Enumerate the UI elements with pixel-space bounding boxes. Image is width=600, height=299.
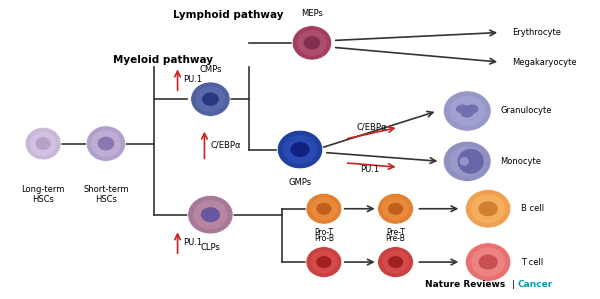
Ellipse shape [466,243,511,281]
Ellipse shape [466,190,511,228]
Text: GMPs: GMPs [289,178,311,187]
Ellipse shape [310,197,337,220]
Ellipse shape [91,130,121,157]
Ellipse shape [277,130,323,169]
Ellipse shape [202,92,219,106]
Text: |: | [512,280,515,289]
Ellipse shape [86,126,125,161]
Text: Nature Reviews: Nature Reviews [425,280,506,289]
Text: Granulocyte: Granulocyte [500,106,551,115]
Ellipse shape [461,109,474,118]
Text: C/EBPα: C/EBPα [211,141,241,150]
Ellipse shape [377,193,413,224]
Ellipse shape [188,196,233,234]
Ellipse shape [283,135,317,164]
Ellipse shape [25,127,61,160]
Text: C/EBPα: C/EBPα [357,123,387,132]
Text: CMPs: CMPs [199,65,221,74]
Ellipse shape [471,248,505,277]
Text: PU.1: PU.1 [184,75,203,84]
Ellipse shape [310,251,337,274]
Ellipse shape [196,86,225,112]
Text: Long-term
HSCs: Long-term HSCs [22,185,65,205]
Text: Myeloid pathway: Myeloid pathway [113,55,212,65]
Ellipse shape [290,142,310,157]
Text: Megakaryocyte: Megakaryocyte [512,58,577,67]
Ellipse shape [443,141,491,181]
Text: B cell: B cell [521,204,544,213]
Text: Monocyte: Monocyte [500,157,541,166]
Ellipse shape [306,247,342,277]
Text: PU.1: PU.1 [184,238,203,247]
Ellipse shape [456,104,469,114]
Ellipse shape [30,131,56,156]
Text: T cell: T cell [521,257,543,267]
Ellipse shape [449,146,485,176]
Text: Erythrocyte: Erythrocyte [512,28,561,37]
Ellipse shape [297,30,327,56]
Ellipse shape [388,256,403,268]
Ellipse shape [466,104,479,114]
Ellipse shape [388,203,403,215]
Ellipse shape [382,251,409,274]
Text: MEPs: MEPs [301,9,323,18]
Ellipse shape [377,247,413,277]
Ellipse shape [292,26,332,60]
Ellipse shape [98,137,114,150]
Text: Pro-B: Pro-B [314,234,334,243]
Ellipse shape [35,137,51,150]
Text: Pro-T: Pro-T [314,228,334,237]
Ellipse shape [316,256,332,268]
Ellipse shape [191,82,230,116]
Text: Pre-B: Pre-B [386,234,406,243]
Ellipse shape [460,157,469,166]
Ellipse shape [382,197,409,220]
Ellipse shape [458,149,484,174]
Ellipse shape [443,91,491,131]
Ellipse shape [471,194,505,223]
Ellipse shape [478,201,498,216]
Ellipse shape [201,207,220,222]
Text: CLPs: CLPs [200,243,220,252]
Text: PU.1: PU.1 [360,165,379,174]
Ellipse shape [304,36,320,50]
Text: Pre-T: Pre-T [386,228,405,237]
Ellipse shape [306,193,342,224]
Text: Lymphoid pathway: Lymphoid pathway [173,10,284,20]
Ellipse shape [193,200,227,229]
Ellipse shape [449,96,485,126]
Ellipse shape [478,254,498,270]
Text: Short-term
HSCs: Short-term HSCs [83,185,128,205]
Text: Cancer: Cancer [518,280,553,289]
Ellipse shape [316,203,332,215]
